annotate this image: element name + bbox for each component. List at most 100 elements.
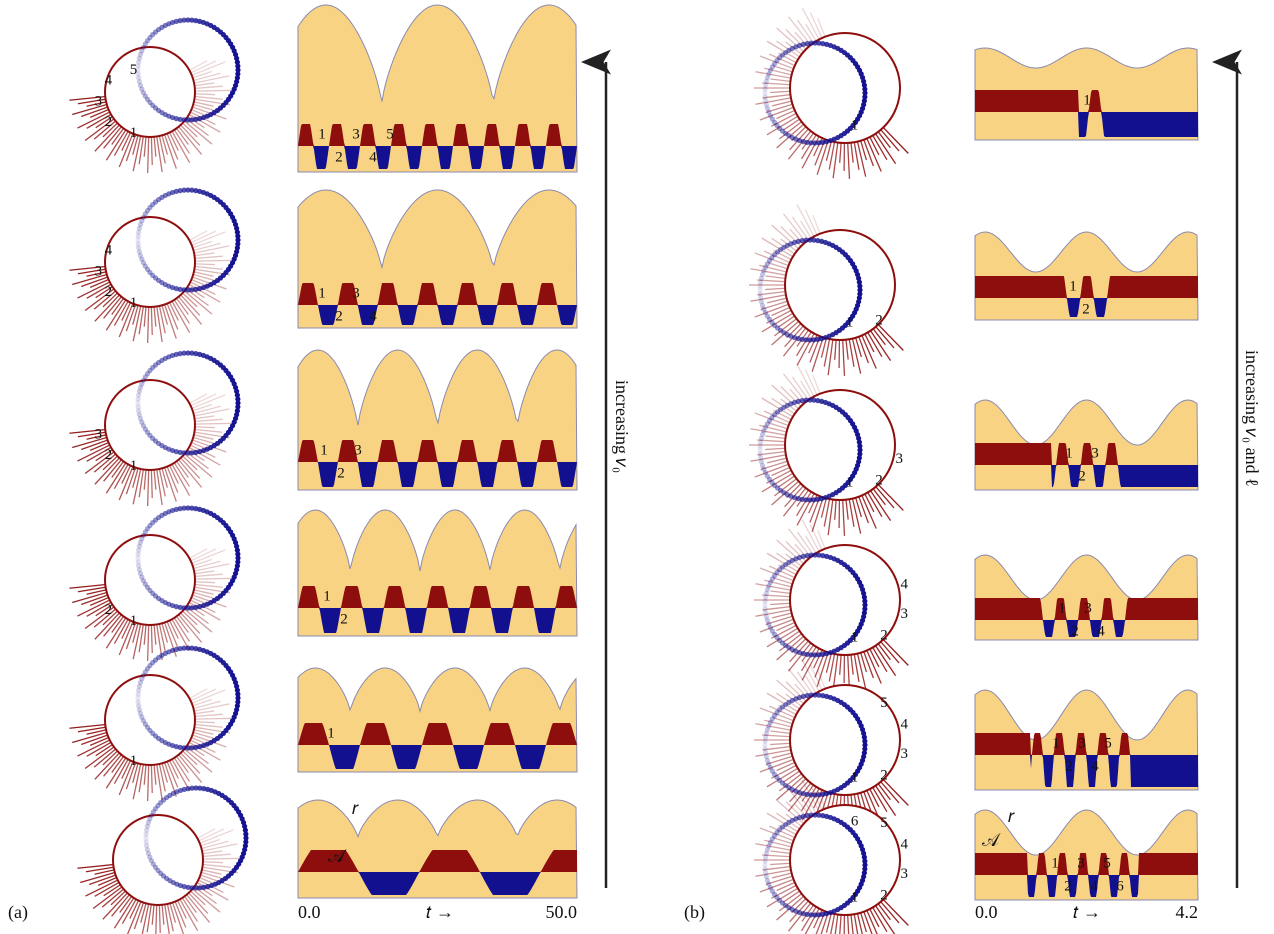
path-dot bbox=[862, 738, 867, 743]
wave-label: 3 bbox=[1084, 600, 1092, 616]
loop-label: 2 bbox=[105, 602, 113, 618]
wave-label: 1 bbox=[1083, 92, 1091, 108]
pendulum-loop bbox=[754, 780, 908, 934]
path-dot bbox=[235, 551, 240, 556]
panel-label: (b) bbox=[684, 902, 705, 923]
loop-label: 3 bbox=[95, 93, 103, 109]
loop-label: 3 bbox=[95, 263, 103, 279]
wave-label: 1 bbox=[1069, 278, 1077, 294]
path-dot bbox=[235, 233, 240, 238]
wave-label: 3 bbox=[352, 285, 360, 301]
loop-label: 1 bbox=[130, 613, 138, 629]
curve-label: 𝑟 bbox=[1008, 806, 1015, 826]
pendulum-loop bbox=[69, 505, 240, 661]
wave-label: 3 bbox=[1077, 855, 1085, 871]
wave-label: 3 bbox=[352, 126, 360, 142]
wave-label: 4 bbox=[369, 308, 377, 324]
loop-label: 1 bbox=[130, 458, 138, 474]
loop-label: 2 bbox=[875, 313, 883, 329]
wave-label: 2 bbox=[1064, 878, 1072, 894]
loop-label: 5 bbox=[880, 695, 888, 711]
bob-disc bbox=[113, 815, 203, 905]
loop-label: 1 bbox=[851, 889, 859, 905]
bob-disc bbox=[105, 675, 195, 765]
pendulum-loop bbox=[749, 205, 903, 376]
axis-end: 4.2 bbox=[1176, 902, 1199, 922]
loop-label: 1 bbox=[851, 769, 859, 785]
pendulum-loop bbox=[754, 8, 908, 179]
wave-label: 1 bbox=[320, 442, 328, 458]
path-dot bbox=[857, 443, 862, 448]
loop-label: 3 bbox=[95, 426, 103, 442]
loop-label: 4 bbox=[900, 577, 908, 593]
curve-label: 𝑟 bbox=[352, 798, 359, 818]
red-band bbox=[975, 276, 1198, 298]
pendulum-loop bbox=[69, 645, 240, 801]
path-dot bbox=[862, 858, 867, 863]
wave-label: 2 bbox=[1078, 468, 1086, 484]
path-dot bbox=[243, 831, 248, 836]
path-dot bbox=[862, 598, 867, 603]
wave-label: 6 bbox=[1116, 878, 1124, 894]
loop-label: 3 bbox=[900, 606, 908, 622]
curve-label: 𝒜 bbox=[982, 830, 1001, 850]
figure: increasing 𝑣₀ increasing 𝑣₀ and ℓ (a) (b) 0.… bbox=[0, 0, 1274, 934]
loop-label: 4 bbox=[105, 73, 113, 89]
wave-label: 2 bbox=[337, 465, 345, 481]
wave-label: 2 bbox=[335, 308, 343, 324]
r-curve-area bbox=[975, 555, 1198, 640]
arrow-label: increasing 𝑣₀ and ℓ bbox=[1242, 350, 1262, 487]
loop-label: 3 bbox=[895, 451, 903, 467]
loop-label: 2 bbox=[875, 473, 883, 489]
panel-label: (a) bbox=[8, 902, 28, 923]
path-dot bbox=[235, 691, 240, 696]
wave-label: 2 bbox=[1082, 301, 1090, 317]
loop-label: 1 bbox=[846, 314, 854, 330]
loop-label: 4 bbox=[105, 243, 113, 259]
wave-label: 1 bbox=[1058, 600, 1066, 616]
wave-label: 5 bbox=[386, 126, 394, 142]
page: increasing 𝑣₀ increasing 𝑣₀ and ℓ (a) (b) 0.… bbox=[0, 0, 1274, 934]
loop-label: 2 bbox=[880, 768, 888, 784]
wave-label: 2 bbox=[1065, 758, 1073, 774]
loop-label: 5 bbox=[130, 62, 138, 78]
axis-label: 𝑡 → bbox=[426, 902, 454, 922]
loop-label: 1 bbox=[130, 125, 138, 141]
loop-label: 2 bbox=[880, 888, 888, 904]
path-dot bbox=[857, 283, 862, 288]
pendulum-loop bbox=[754, 520, 908, 691]
bob-disc bbox=[790, 33, 900, 143]
wave-label: 2 bbox=[340, 611, 348, 627]
loop-label: 1 bbox=[130, 753, 138, 769]
wave-label: 4 bbox=[1091, 758, 1099, 774]
wave-label: 1 bbox=[327, 725, 335, 741]
wave-label: 3 bbox=[354, 442, 362, 458]
loop-label: 2 bbox=[105, 114, 113, 130]
loop-label: 5 bbox=[880, 815, 888, 831]
axis-start: 0.0 bbox=[298, 902, 321, 922]
axis-label: 𝑡 → bbox=[1073, 902, 1101, 922]
wave-label: 4 bbox=[369, 149, 377, 165]
wave-label: 5 bbox=[1104, 735, 1112, 751]
loop-label: 1 bbox=[851, 117, 859, 133]
loop-label: 4 bbox=[900, 837, 908, 853]
bob-disc bbox=[105, 47, 195, 137]
loop-label: 2 bbox=[105, 284, 113, 300]
wave-label: 2 bbox=[335, 149, 343, 165]
curve-label: 𝒜 bbox=[328, 846, 347, 866]
loop-label: 6 bbox=[851, 813, 859, 829]
arrow-label: increasing 𝑣₀ bbox=[612, 380, 632, 473]
wave-label: 4 bbox=[1090, 878, 1098, 894]
wave-label: 2 bbox=[1071, 623, 1079, 639]
wave-label: 1 bbox=[1051, 855, 1059, 871]
loop-label: 2 bbox=[105, 447, 113, 463]
path-dot bbox=[235, 396, 240, 401]
wave-label: 1 bbox=[1065, 445, 1073, 461]
loop-label: 1 bbox=[846, 474, 854, 490]
loop-label: 2 bbox=[880, 628, 888, 644]
wave-label: 1 bbox=[318, 285, 326, 301]
wave-label: 3 bbox=[1078, 735, 1086, 751]
axis-end: 50.0 bbox=[546, 902, 578, 922]
pendulum-loop bbox=[77, 785, 248, 934]
axis-start: 0.0 bbox=[975, 902, 998, 922]
